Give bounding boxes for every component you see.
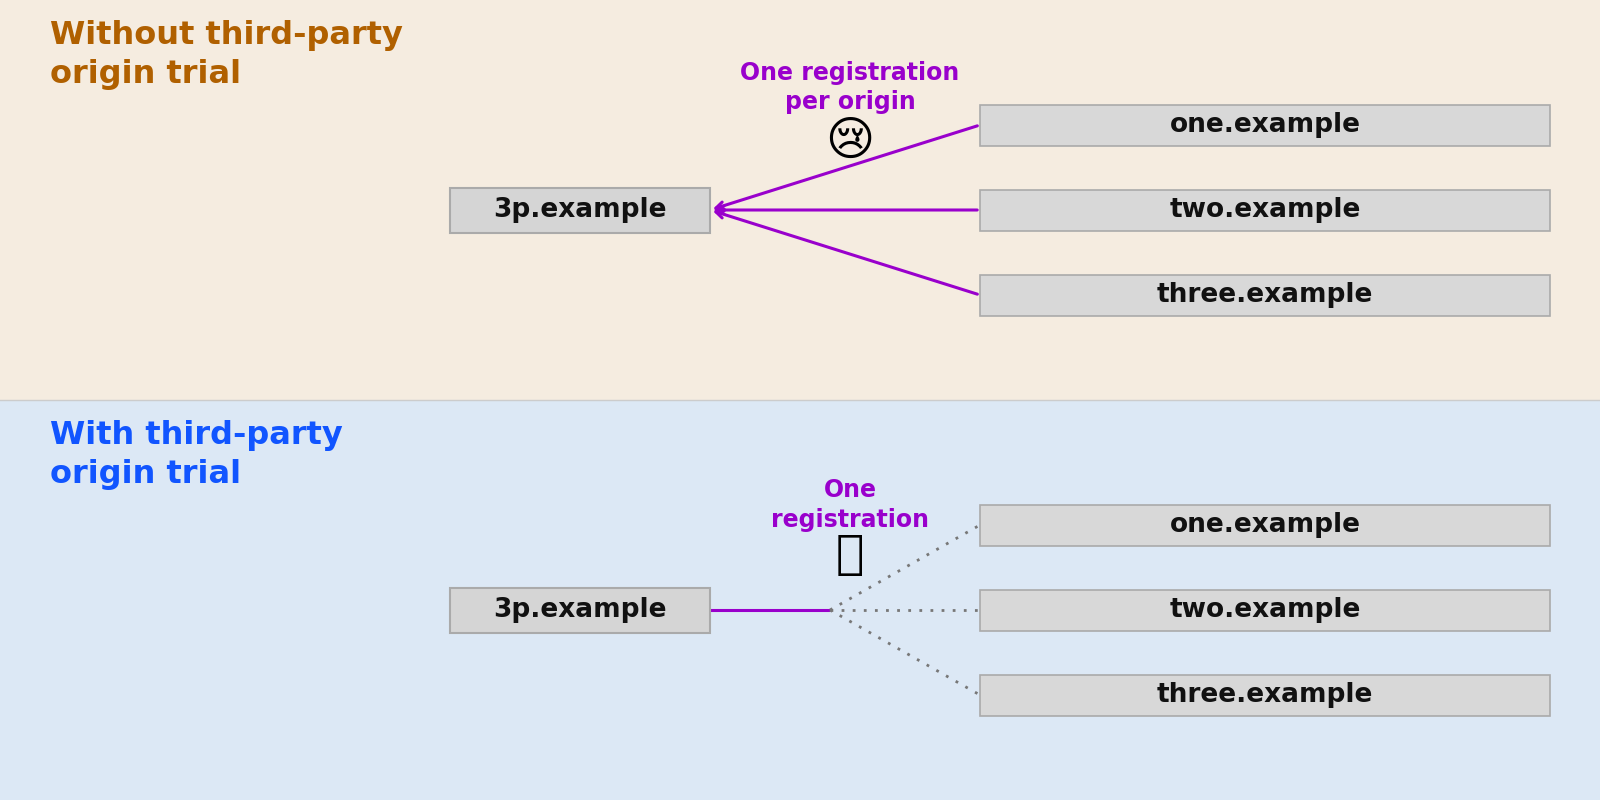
Text: two.example: two.example bbox=[1170, 597, 1360, 623]
Text: With third-party
origin trial: With third-party origin trial bbox=[50, 420, 342, 490]
FancyBboxPatch shape bbox=[979, 505, 1550, 546]
Text: three.example: three.example bbox=[1157, 682, 1373, 708]
FancyBboxPatch shape bbox=[979, 674, 1550, 715]
Text: two.example: two.example bbox=[1170, 197, 1360, 223]
FancyBboxPatch shape bbox=[979, 190, 1550, 230]
FancyBboxPatch shape bbox=[979, 590, 1550, 630]
Text: 3p.example: 3p.example bbox=[493, 197, 667, 223]
Text: one.example: one.example bbox=[1170, 112, 1360, 138]
Text: Without third-party
origin trial: Without third-party origin trial bbox=[50, 20, 403, 90]
Text: three.example: three.example bbox=[1157, 282, 1373, 308]
FancyBboxPatch shape bbox=[979, 274, 1550, 315]
FancyBboxPatch shape bbox=[450, 587, 710, 633]
Text: 🙂: 🙂 bbox=[835, 533, 864, 578]
Text: One registration
per origin: One registration per origin bbox=[741, 61, 960, 114]
Text: One
registration: One registration bbox=[771, 478, 930, 532]
Text: 3p.example: 3p.example bbox=[493, 597, 667, 623]
Text: 😢: 😢 bbox=[826, 120, 875, 165]
FancyBboxPatch shape bbox=[450, 187, 710, 233]
FancyBboxPatch shape bbox=[979, 105, 1550, 146]
Text: one.example: one.example bbox=[1170, 512, 1360, 538]
